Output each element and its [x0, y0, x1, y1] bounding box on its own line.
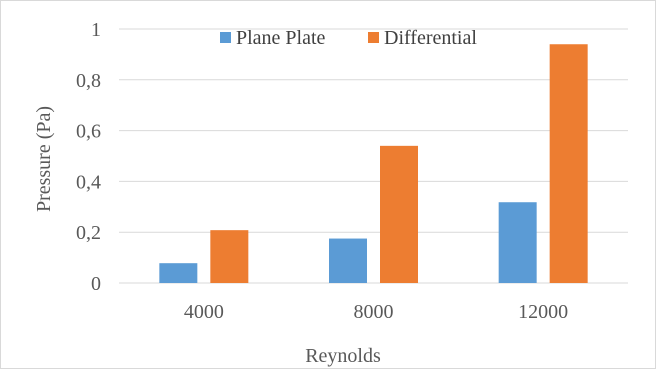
y-tick-labels: 0 0,2 0,4 0,6 0,8 1: [76, 19, 101, 295]
bar-differential-4000: [210, 230, 249, 283]
x-tick-label: 12000: [518, 301, 568, 323]
x-tick-label: 4000: [184, 301, 224, 323]
legend-swatch-plane-plate: [220, 32, 231, 43]
bar-plane-plate-12000: [498, 202, 537, 283]
legend-label-differential: Differential: [384, 27, 477, 49]
y-tick-label: 1: [91, 19, 101, 41]
gridlines: [119, 28, 628, 284]
y-tick-label: 0,8: [76, 70, 101, 92]
y-tick-label: 0,6: [76, 121, 101, 143]
y-tick-label: 0,4: [76, 171, 101, 193]
legend-label-plane-plate: Plane Plate: [236, 27, 326, 49]
x-tick-label: 8000: [354, 301, 394, 323]
y-axis-title: Pressure (Pa): [33, 106, 55, 212]
legend: Plane Plate Differential: [220, 27, 477, 49]
bar-plane-plate-4000: [159, 263, 198, 283]
y-tick-label: 0: [91, 273, 101, 295]
bars: [159, 44, 588, 283]
y-tick-label: 0,2: [76, 222, 101, 244]
bar-plane-plate-8000: [329, 238, 367, 283]
bar-differential-8000: [380, 145, 418, 283]
bar-differential-12000: [549, 44, 588, 283]
x-axis-title: Reynolds: [305, 345, 381, 367]
legend-swatch-differential: [368, 32, 379, 43]
x-tick-labels: 4000 8000 12000: [184, 301, 568, 323]
